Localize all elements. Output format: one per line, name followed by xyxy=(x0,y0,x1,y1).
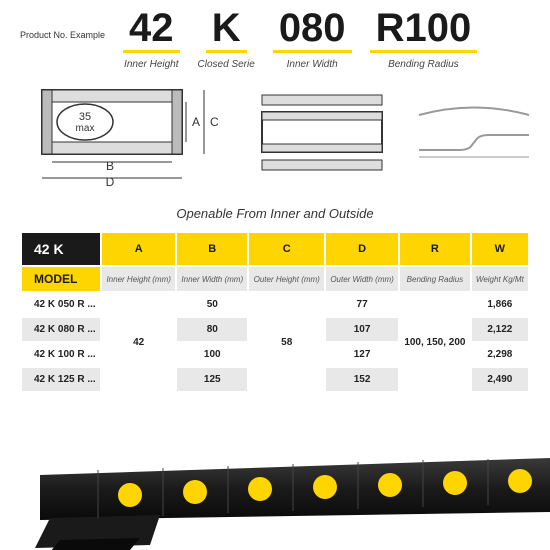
table-header-row: 42 K A B C D R W xyxy=(21,232,529,266)
cell-W: 1,866 xyxy=(471,292,529,317)
cell-R: 100, 150, 200 xyxy=(399,292,471,392)
table-row: 42 K 050 R ... 42 50 58 77 100, 150, 200… xyxy=(21,292,529,317)
spec-header: Product No. Example 42 Inner Height K Cl… xyxy=(0,0,550,70)
cell-D: 127 xyxy=(325,342,399,367)
col-A: A xyxy=(101,232,176,266)
col-R: R xyxy=(399,232,471,266)
sub-D: Outer Width (mm) xyxy=(325,266,399,292)
cell-model: 42 K 050 R ... xyxy=(21,292,101,317)
cell-W: 2,490 xyxy=(471,367,529,392)
cell-model: 42 K 125 R ... xyxy=(21,367,101,392)
product-no-label: Product No. Example xyxy=(20,30,105,40)
spec-label: Inner Height xyxy=(123,59,180,70)
col-B: B xyxy=(176,232,248,266)
col-D: D xyxy=(325,232,399,266)
spec-value: 080 xyxy=(273,8,352,53)
svg-text:35: 35 xyxy=(79,111,91,123)
cell-D: 77 xyxy=(325,292,399,317)
spec-value: R100 xyxy=(370,8,478,53)
cell-B: 125 xyxy=(176,367,248,392)
series-header: 42 K xyxy=(21,232,101,266)
cross-section-diagram: 35 max A C B D xyxy=(30,82,230,192)
spec-serie: K Closed Serie xyxy=(198,8,255,70)
cell-W: 2,122 xyxy=(471,317,529,342)
cell-B: 80 xyxy=(176,317,248,342)
product-photo xyxy=(0,420,550,550)
sub-R: Bending Radius xyxy=(399,266,471,292)
sub-W: Weight Kg/Mt xyxy=(471,266,529,292)
cell-D: 152 xyxy=(325,367,399,392)
spec-inner-width: 080 Inner Width xyxy=(273,8,352,70)
spec-label: Closed Serie xyxy=(198,59,255,70)
cell-model: 42 K 100 R ... xyxy=(21,342,101,367)
cell-W: 2,298 xyxy=(471,342,529,367)
svg-text:C: C xyxy=(210,115,219,129)
spec-label: Bending Radius xyxy=(370,59,478,70)
cell-C: 58 xyxy=(248,292,325,392)
svg-text:D: D xyxy=(106,175,115,189)
svg-text:A: A xyxy=(192,115,200,129)
spec-value: 42 xyxy=(123,8,180,53)
cell-A: 42 xyxy=(101,292,176,392)
spec-value: K xyxy=(206,8,247,53)
cell-model: 42 K 080 R ... xyxy=(21,317,101,342)
spec-table: 42 K A B C D R W MODEL Inner Height (mm)… xyxy=(20,231,530,393)
model-label: MODEL xyxy=(21,266,101,292)
table-subheader-row: MODEL Inner Height (mm) Inner Width (mm)… xyxy=(21,266,529,292)
col-W: W xyxy=(471,232,529,266)
sub-B: Inner Width (mm) xyxy=(176,266,248,292)
col-C: C xyxy=(248,232,325,266)
caption: Openable From Inner and Outside xyxy=(0,206,550,221)
svg-text:max: max xyxy=(76,123,95,134)
sub-C: Outer Height (mm) xyxy=(248,266,325,292)
diagram-row: 35 max A C B D xyxy=(0,70,550,200)
top-view-diagram xyxy=(252,90,392,185)
bend-profile-diagram xyxy=(414,95,534,180)
cell-D: 107 xyxy=(325,317,399,342)
cell-B: 50 xyxy=(176,292,248,317)
svg-text:B: B xyxy=(106,159,114,173)
spec-label: Inner Width xyxy=(273,59,352,70)
sub-A: Inner Height (mm) xyxy=(101,266,176,292)
spec-radius: R100 Bending Radius xyxy=(370,8,478,70)
cell-B: 100 xyxy=(176,342,248,367)
spec-inner-height: 42 Inner Height xyxy=(123,8,180,70)
